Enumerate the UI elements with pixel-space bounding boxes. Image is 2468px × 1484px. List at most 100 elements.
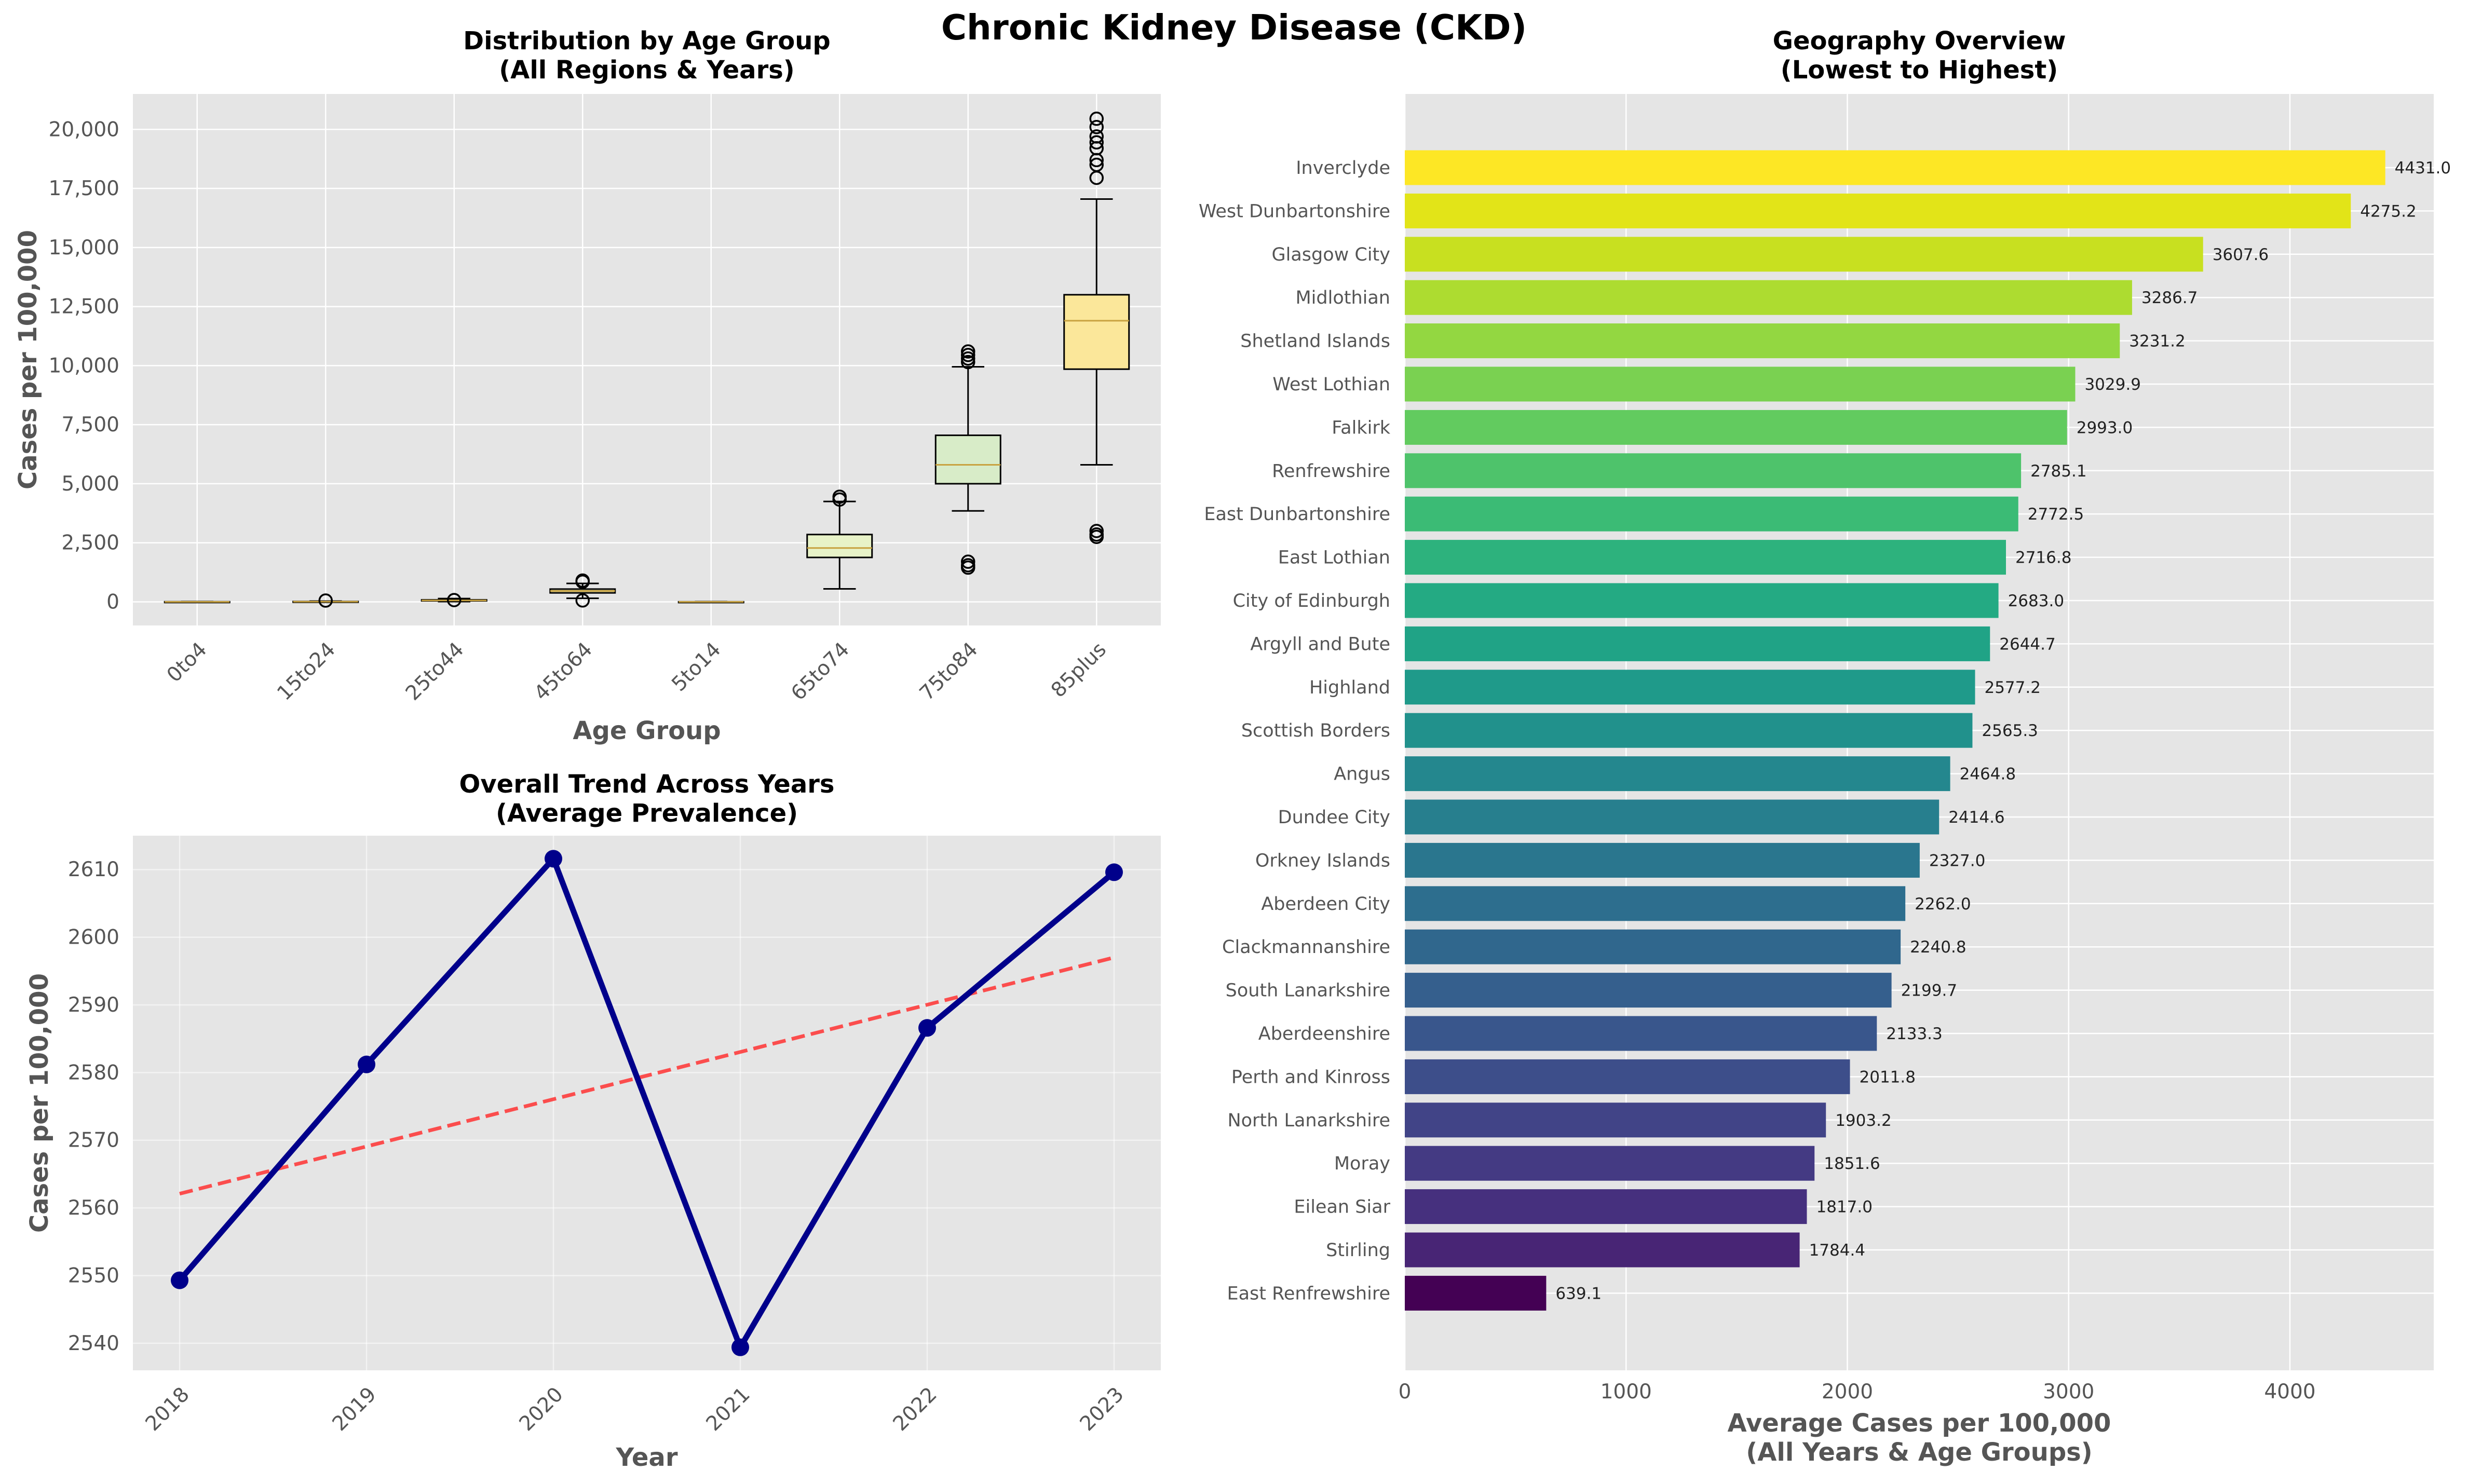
x-tick-label: 15to24 [273, 638, 340, 705]
bar-clackmannanshire [1405, 929, 1901, 964]
boxplot-panel: 0 2,500 5,000 7,500 10,000 12,500 15,000 17,500… [13, 26, 1161, 745]
bar-value-label: 2240.8 [1910, 938, 1966, 957]
bar-moray [1405, 1146, 1815, 1181]
y-tick-label: 2560 [68, 1196, 119, 1220]
bar-west-lothian [1405, 366, 2076, 402]
data-point [545, 850, 562, 868]
x-tick-label: 1000 [1601, 1380, 1652, 1404]
bar-value-label: 2577.2 [1984, 678, 2040, 697]
y-tick-label: Argyll and Bute [1250, 634, 1390, 655]
y-tick-label: Angus [1334, 764, 1390, 785]
series-line [177, 853, 1116, 1354]
y-tick-label: 10,000 [49, 354, 119, 377]
chart-title-line-1: Geography Overview [1773, 26, 2066, 56]
data-point [1105, 863, 1123, 881]
bar-value-label: 3607.6 [2213, 246, 2269, 264]
box-outlier [1089, 129, 1104, 144]
box-outlier [961, 558, 975, 573]
y-tick-label: Clackmannanshire [1222, 937, 1390, 958]
bar-north-lanarkshire [1405, 1102, 1826, 1138]
bar-value-label: 3029.9 [2084, 375, 2140, 394]
bar-value-label: 2772.5 [2028, 505, 2084, 524]
bar-east-dunbartonshire [1405, 496, 2018, 532]
bar-eilean-siar [1405, 1189, 1807, 1224]
bar-value-label: 2327.0 [1929, 851, 1985, 870]
y-tick-label: Perth and Kinross [1231, 1067, 1390, 1087]
bar-value-label: 4275.2 [2360, 202, 2416, 221]
bar-value-label: 1903.2 [1835, 1111, 1891, 1130]
box-outlier [832, 489, 847, 504]
y-tick-label: 15,000 [49, 236, 119, 260]
bar-angus [1405, 756, 1950, 792]
x-tick-label: 2020 [515, 1383, 568, 1436]
bar-value-label: 3231.2 [2129, 332, 2185, 351]
y-tick-label: Aberdeenshire [1258, 1024, 1390, 1044]
bar-value-label: 2644.7 [1999, 635, 2055, 653]
chart-title-line-2: (All Regions & Years) [499, 56, 795, 85]
figure-title: Chronic Kidney Disease (CKD) [941, 7, 1527, 48]
y-tick-label: 20,000 [49, 118, 119, 141]
data-point [918, 1019, 936, 1037]
data-point [358, 1055, 375, 1073]
y-axis-label: Cases per 100,000 [13, 230, 43, 489]
y-tick-label: West Dunbartonshire [1199, 201, 1390, 222]
x-tick-label: 3000 [2043, 1380, 2094, 1404]
y-tick-label: Renfrewshire [1272, 461, 1390, 482]
y-tick-label: East Renfrewshire [1227, 1283, 1390, 1304]
y-tick-label: Inverclyde [1296, 158, 1390, 179]
x-tick-label: 75to84 [915, 638, 983, 705]
bar-value-label: 2011.8 [1860, 1068, 1916, 1086]
y-tick-label: Falkirk [1332, 417, 1390, 438]
chart-title-line-1: Overall Trend Across Years [459, 770, 835, 799]
bar-value-label: 3286.7 [2141, 289, 2198, 307]
y-tick-label: West Lothian [1272, 374, 1390, 395]
y-tick-label: 2610 [68, 858, 119, 881]
bar-orkney-islands [1405, 842, 1920, 878]
x-tick-label: 2000 [1822, 1380, 1873, 1404]
x-tick-label: 2022 [889, 1383, 942, 1436]
y-tick-label: Glasgow City [1271, 244, 1390, 265]
box-outlier [961, 348, 975, 362]
bar-south-lanarkshire [1405, 973, 1892, 1008]
bar-inverclyde [1405, 150, 2385, 185]
x-tick-label: 5to14 [667, 638, 725, 696]
y-tick-label: East Dunbartonshire [1204, 504, 1390, 525]
y-tick-label: Highland [1309, 677, 1390, 698]
y-tick-label: 2580 [68, 1061, 119, 1084]
x-tick-label: 85plus [1047, 638, 1111, 702]
box-85plus [1063, 294, 1130, 370]
bar-value-label: 2133.3 [1886, 1025, 1942, 1043]
bar-value-label: 2565.3 [1982, 721, 2038, 740]
bar-highland [1405, 670, 1975, 705]
bar-renfrewshire [1405, 453, 2022, 488]
bar-west-dunbartonshire [1405, 193, 2351, 228]
trend-line [179, 956, 1115, 1196]
data-point [171, 1271, 188, 1289]
box-outlier [1089, 527, 1104, 542]
bar-value-label: 2414.6 [1948, 808, 2004, 827]
y-tick-label: Eilean Siar [1294, 1197, 1390, 1218]
bar-perth-and-kinross [1405, 1059, 1850, 1094]
x-tick-label: 4000 [2264, 1380, 2315, 1404]
y-tick-label: South Lanarkshire [1226, 981, 1390, 1001]
box-outlier [1089, 135, 1104, 150]
y-tick-label: 2,500 [61, 532, 119, 555]
box-outlier [961, 344, 975, 359]
box-75to84 [934, 434, 1001, 485]
x-axis-label-line-1: Average Cases per 100,000 [1728, 1409, 2111, 1438]
x-axis-label-line-2: (All Years & Age Groups) [1746, 1438, 2092, 1467]
trend-panel: 2540 2550 2560 2570 2580 2590 2600 2610 2018 2019… [25, 770, 1161, 1472]
y-axis-label: Cases per 100,000 [25, 973, 54, 1233]
bar-value-label: 2464.8 [1960, 765, 2016, 784]
y-tick-label: 2600 [68, 926, 119, 949]
bar-aberdeenshire [1405, 1016, 1877, 1051]
y-tick-label: 17,500 [49, 177, 119, 200]
y-tick-label: Scottish Borders [1241, 720, 1390, 741]
box-outlier [1089, 112, 1104, 126]
x-tick-label: 65to74 [786, 638, 854, 705]
bar-value-label: 2716.8 [2015, 549, 2071, 567]
bar-value-label: 2993.0 [2077, 418, 2133, 437]
box-outlier [447, 593, 462, 607]
